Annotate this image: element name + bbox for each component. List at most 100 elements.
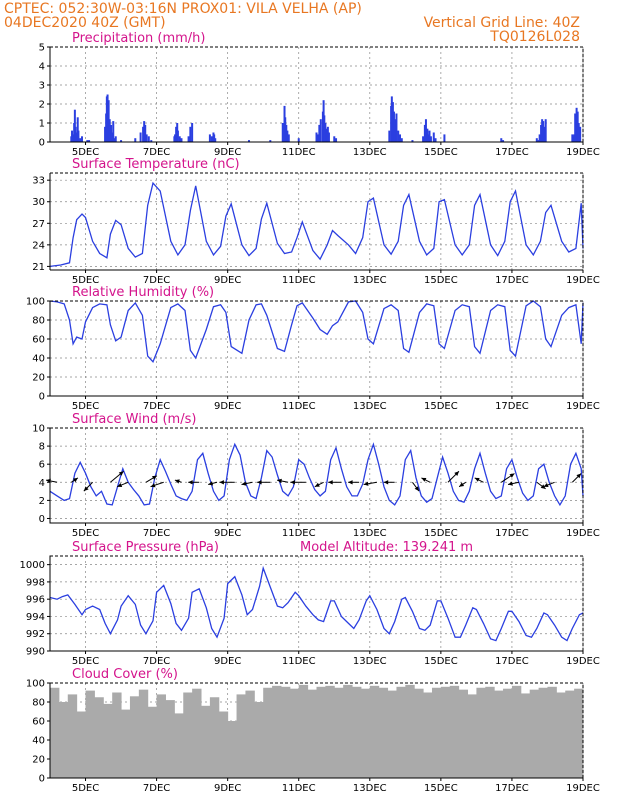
precip-bar	[576, 111, 579, 142]
wind-vector-head	[219, 480, 224, 485]
panel-title: Relative Humidity (%)	[72, 285, 214, 300]
precip-bar	[247, 140, 250, 142]
y-tick-label: 60	[32, 717, 45, 728]
precip-bar	[284, 117, 287, 142]
header-vertical-grid-note: Vertical Grid Line: 40Z	[424, 15, 580, 31]
precip-bar	[434, 138, 437, 142]
cloud-bar	[58, 702, 69, 778]
x-tick-label: 17DEC	[495, 528, 529, 539]
cloud-bar	[529, 689, 540, 778]
wind-vector-head	[474, 477, 480, 482]
cloud-bar	[440, 686, 451, 778]
precip-bar	[318, 124, 321, 142]
cloud-bar	[343, 684, 353, 778]
cloud-bar	[325, 685, 335, 778]
wind-vector-head	[150, 483, 156, 488]
y-tick-label: 4	[39, 62, 45, 73]
x-tick-label: 19DEC	[566, 147, 600, 158]
x-tick-label: 15DEC	[424, 147, 458, 158]
wind-vector-head	[73, 477, 78, 483]
y-tick-label: 992	[26, 629, 45, 640]
cloud-bar	[263, 687, 273, 778]
wind-vector-head	[509, 473, 515, 478]
wind-vector-head	[328, 480, 333, 485]
x-tick-label: 5DEC	[72, 147, 99, 158]
precip-bar	[500, 138, 503, 142]
cloud-bar	[218, 711, 229, 778]
wind-vector-head	[540, 484, 546, 489]
precip-bar	[333, 136, 336, 142]
precip-bar	[104, 126, 107, 142]
cloud-bar	[307, 689, 317, 778]
wind-vector	[188, 480, 200, 485]
y-tick-label: 1000	[20, 560, 45, 571]
wind-vector-head	[188, 480, 193, 485]
wind-vector	[241, 481, 253, 486]
cloud-bar	[449, 685, 460, 778]
precip-bar	[573, 134, 576, 142]
wind-vector-head	[348, 480, 353, 485]
y-tick-label: 27	[32, 219, 45, 230]
wind-vector	[145, 475, 158, 483]
precip-bar	[107, 100, 110, 142]
precip-bar	[319, 119, 322, 142]
y-tick-label: 2	[39, 496, 45, 507]
wind-vector	[83, 481, 93, 492]
x-tick-label: 11DEC	[282, 401, 316, 412]
precip-bar	[540, 124, 543, 142]
x-tick-label: 7DEC	[143, 147, 170, 158]
precip-bar	[189, 126, 192, 142]
wind-vector-head	[152, 475, 157, 480]
wind-vector	[257, 480, 271, 485]
pressure-series-line	[49, 565, 584, 642]
precip-bar	[443, 134, 446, 142]
cloud-bar	[254, 702, 264, 778]
panel-temp: Surface Temperature (nC) 21 24 27 30 33 5DEC 7D…	[32, 157, 600, 286]
wind-vector-head	[414, 486, 419, 492]
wind-vector	[276, 478, 289, 484]
precip-bar	[269, 140, 272, 142]
wind-vector-head	[277, 478, 282, 484]
y-tick-label: 5	[39, 43, 45, 54]
y-tick-label: 994	[26, 612, 45, 623]
x-tick-label: 7DEC	[143, 656, 170, 667]
x-tick-label: 11DEC	[282, 147, 316, 158]
temp-series-line	[49, 181, 584, 268]
cloud-bar	[547, 686, 557, 778]
x-tick-label: 19DEC	[566, 656, 600, 667]
x-tick-label: 7DEC	[143, 275, 170, 286]
cloud-bar	[156, 694, 166, 778]
cloud-bar	[387, 690, 397, 778]
panels: Precipitation (mm/h) 0 1 2 3 4 5 5DEC 7DEC 9DEC 11…	[20, 31, 600, 794]
cloud-bar	[565, 690, 575, 778]
precip-bar	[317, 134, 320, 142]
precip-bar	[178, 136, 181, 142]
panel-cloud: Cloud Cover (%) 0 20 40 60 80 100 5DEC 7DEC 9DEC 1…	[26, 667, 600, 794]
wind-vector	[208, 481, 218, 486]
precip-bar	[542, 121, 545, 142]
y-tick-label: 40	[32, 354, 45, 365]
y-tick-label: 0	[39, 392, 45, 403]
precip-bar	[391, 102, 394, 142]
precip-bar	[426, 128, 429, 142]
rh-series-line	[49, 300, 584, 363]
precip-bar	[150, 140, 153, 142]
precip-bar	[144, 124, 147, 142]
precip-bar	[423, 124, 426, 142]
wind-vector-head	[290, 480, 295, 485]
precip-bar	[390, 96, 393, 142]
cloud-bar	[396, 686, 406, 778]
panel-title: Surface Pressure (hPa)	[72, 540, 219, 555]
cloud-bar	[360, 688, 371, 778]
cloud-bar	[485, 686, 495, 778]
precip-bar	[325, 128, 328, 142]
precip-bar	[112, 121, 115, 142]
precip-bar	[75, 132, 78, 142]
y-tick-label: 30	[32, 197, 45, 208]
wind-vector	[348, 480, 360, 485]
wind-vector	[571, 473, 582, 483]
panel-precip: Precipitation (mm/h) 0 1 2 3 4 5 5DEC 7DEC 9DEC 11…	[39, 31, 600, 158]
y-tick-label: 998	[26, 577, 45, 588]
precip-bar	[535, 138, 538, 142]
wind-vector	[71, 477, 79, 483]
